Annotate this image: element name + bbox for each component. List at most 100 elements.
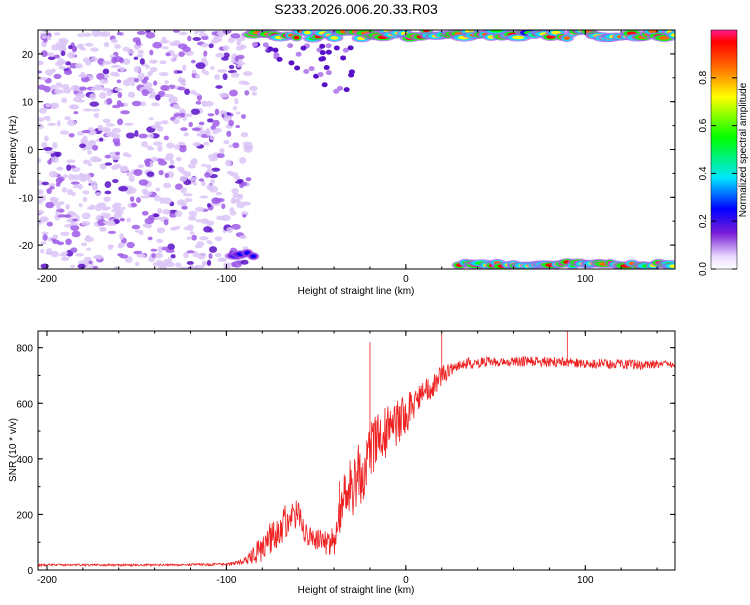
speckle-point xyxy=(151,102,160,107)
speckle-point xyxy=(91,144,99,151)
speckle-point xyxy=(60,231,70,237)
speckle-point xyxy=(203,101,214,107)
y-tick-label: 800 xyxy=(16,344,33,355)
speckle-point xyxy=(149,66,158,73)
speckle-point xyxy=(241,201,251,206)
speckle-point xyxy=(79,143,87,149)
speckle-point xyxy=(192,141,201,147)
drift-blob xyxy=(287,43,294,49)
speckle-point xyxy=(89,204,96,210)
speckle-point xyxy=(155,187,161,192)
speckle-point xyxy=(56,202,61,210)
speckle-point xyxy=(75,253,84,257)
speckle-point xyxy=(139,58,145,65)
speckle-point xyxy=(212,36,223,43)
colorbar-frame xyxy=(710,29,738,270)
speckle-point xyxy=(60,50,66,57)
speckle-point xyxy=(138,133,148,139)
speckle-point xyxy=(105,213,112,220)
y-tick-label: 20 xyxy=(22,50,34,61)
speckle-point xyxy=(212,119,220,127)
speckle-point xyxy=(136,253,146,258)
speckle-point xyxy=(113,212,123,219)
speckle-point xyxy=(251,91,258,96)
speckle-point xyxy=(114,87,123,92)
colorbar-tick-label: 0.4 xyxy=(698,166,709,180)
speckle-point xyxy=(201,163,207,167)
drift-blob xyxy=(294,65,301,71)
speckle-point xyxy=(66,159,76,164)
speckle-point xyxy=(184,198,193,203)
speckle-point xyxy=(117,242,125,248)
speckle-point xyxy=(186,260,194,265)
speckle-point xyxy=(53,32,61,36)
speckle-point xyxy=(206,240,212,244)
speckle-point xyxy=(156,238,164,244)
speckle-point xyxy=(107,244,114,251)
speckle-point xyxy=(50,84,58,90)
speckle-point xyxy=(234,97,239,105)
speckle-point xyxy=(105,220,116,226)
speckle-point xyxy=(184,88,191,95)
speckle-point xyxy=(219,147,225,154)
drift-blob xyxy=(333,45,340,51)
drift-blob xyxy=(342,47,349,53)
speckle-point xyxy=(90,108,101,112)
speckle-point xyxy=(46,187,52,194)
speckle-point xyxy=(214,74,221,80)
drift-blob xyxy=(340,55,347,61)
speckle-point xyxy=(169,212,177,218)
trail-core xyxy=(563,36,571,40)
speckle-point xyxy=(225,159,232,167)
drift-blob xyxy=(325,49,332,55)
speckle-point xyxy=(135,39,142,46)
speckle-point xyxy=(189,231,195,235)
speckle-point xyxy=(47,56,56,61)
speckle-point xyxy=(191,69,197,75)
speckle-point xyxy=(75,92,86,99)
speckle-point xyxy=(111,153,121,161)
speckle-point xyxy=(41,35,48,39)
speckle-point xyxy=(206,164,212,169)
speckle-point xyxy=(99,227,107,232)
speckle-point xyxy=(198,33,208,37)
speckle-point xyxy=(172,53,179,59)
trail-core xyxy=(330,36,339,40)
speckle-point xyxy=(130,202,137,208)
speckle-point xyxy=(174,144,181,150)
speckle-point xyxy=(194,30,199,35)
speckle-point xyxy=(148,59,158,64)
speckle-point xyxy=(175,262,182,268)
speckle-point xyxy=(169,226,178,231)
speckle-point xyxy=(178,51,185,57)
snr-panel xyxy=(38,331,675,568)
speckle-point xyxy=(79,86,87,91)
speckle-point xyxy=(64,69,73,75)
speckle-point xyxy=(38,157,42,163)
speckle-point xyxy=(45,201,55,209)
speckle-point xyxy=(157,262,167,269)
speckle-point xyxy=(195,100,202,105)
drift-blob xyxy=(348,69,355,75)
drift-blob xyxy=(337,85,344,91)
speckle-point xyxy=(214,252,222,258)
trail-core xyxy=(304,30,311,35)
speckle-point xyxy=(68,173,75,181)
speckle-point xyxy=(144,161,151,167)
speckle-point xyxy=(182,64,187,72)
speckle-point xyxy=(97,124,104,132)
speckle-point xyxy=(117,118,124,126)
speckle-point xyxy=(89,101,100,107)
speckle-point xyxy=(126,172,134,177)
speckle-point xyxy=(157,145,163,152)
speckle-point xyxy=(48,183,56,188)
speckle-point xyxy=(235,111,241,115)
speckle-point xyxy=(192,182,198,186)
speckle-point xyxy=(61,251,69,255)
speckle-point xyxy=(147,147,155,151)
speckle-point xyxy=(164,172,170,179)
speckle-point xyxy=(129,196,135,202)
speckle-point xyxy=(232,105,238,111)
drift-blob xyxy=(317,72,324,78)
speckle-point xyxy=(70,84,80,92)
